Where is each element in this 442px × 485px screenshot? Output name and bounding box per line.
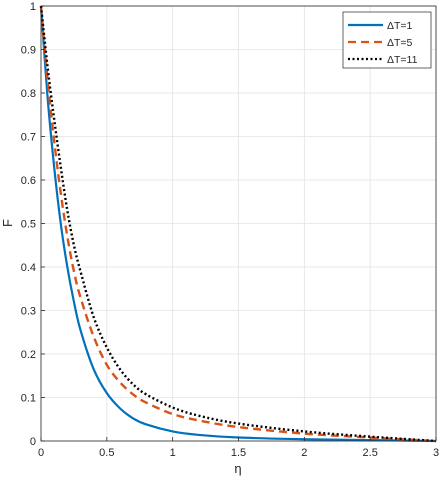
series-layer	[39, 5, 437, 443]
y-axis-label: F	[0, 219, 15, 227]
x-tick-label: 1.5	[231, 447, 246, 459]
y-tick-label: 1	[30, 1, 36, 13]
x-tick-label: 1	[170, 447, 176, 459]
x-axis-label: η	[234, 461, 241, 476]
y-tick-label: 0.9	[21, 45, 36, 57]
y-tick-label: 0.6	[21, 175, 36, 187]
y-tick-label: 0.1	[21, 393, 36, 405]
y-tick-label: 0.7	[21, 132, 36, 144]
y-tick-label: 0.4	[21, 262, 36, 274]
legend: ΔT=1 ΔT=5 ΔT=11	[342, 11, 432, 69]
legend-label-1: ΔT=1	[387, 20, 413, 32]
x-tick-label: 0.5	[99, 447, 114, 459]
x-tick-label: 2.5	[363, 447, 378, 459]
axis-ticks: 0 0.5 1 1.5 2 2.5 3 0 0.1 0.2 0.3 0.4 0.5 0.6 0.7 0.8 0.…	[21, 1, 439, 459]
y-tick-label: 0.8	[21, 88, 36, 100]
x-tick-label: 2	[301, 447, 307, 459]
y-tick-label: 0.2	[21, 349, 36, 361]
x-tick-label: 3	[433, 447, 439, 459]
legend-label-3: ΔT=11	[387, 54, 418, 66]
series-line-1	[39, 5, 437, 443]
y-tick-label: 0.5	[21, 219, 36, 231]
series-line-2	[39, 5, 437, 443]
x-tick-label: 0	[38, 447, 44, 459]
y-tick-label: 0	[30, 436, 36, 448]
legend-label-2: ΔT=5	[387, 37, 413, 49]
y-tick-label: 0.3	[21, 306, 36, 318]
